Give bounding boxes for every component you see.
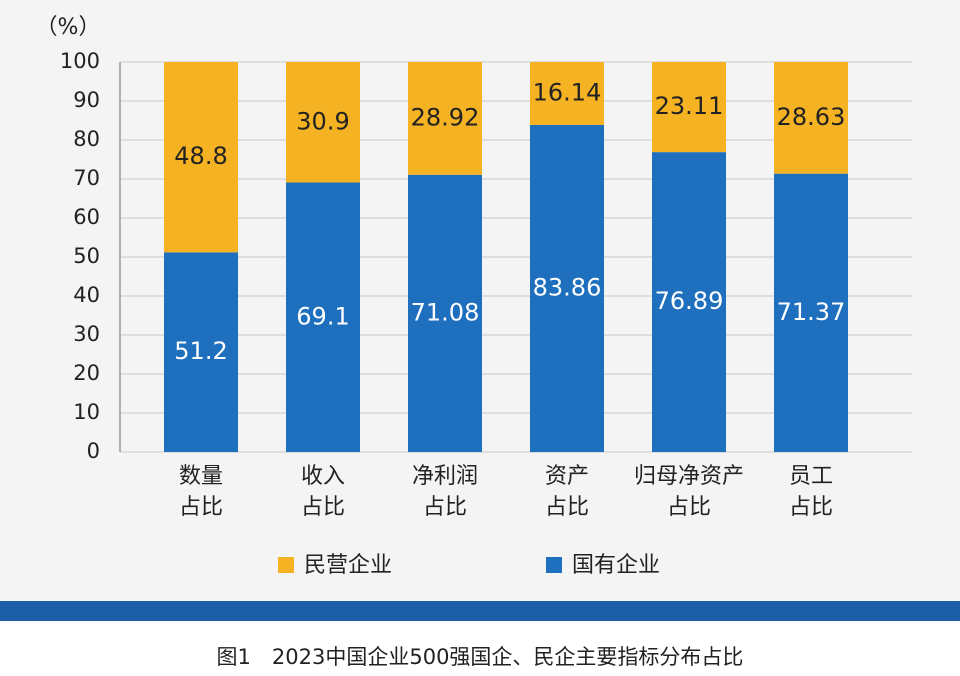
bar-segment: [652, 62, 726, 153]
y-tick-label: 90: [73, 88, 100, 112]
data-label: 71.08: [411, 298, 480, 326]
data-label: 69.1: [296, 302, 349, 330]
y-tick-label: 40: [73, 283, 100, 307]
caption: 图1 2023中国企业500强国企、民企主要指标分布占比: [217, 645, 744, 669]
bar-segment: [774, 173, 848, 453]
bar-segment: [530, 62, 604, 125]
legend-swatch: [278, 557, 294, 573]
y-axis-label: （%）: [36, 15, 101, 40]
y-tick-label: 50: [73, 244, 100, 268]
y-tick-label: 100: [60, 49, 100, 73]
x-tick-label: 净利润 占比: [411, 464, 478, 520]
bar-segment: [774, 62, 848, 174]
band: [0, 601, 960, 621]
y-tick-label: 0: [87, 439, 100, 463]
data-label: 28.63: [777, 103, 846, 131]
bar-segment: [286, 62, 360, 183]
x-tick-label: 数量 占比: [178, 464, 223, 520]
bar-segment: [408, 174, 482, 452]
data-label: 76.89: [655, 287, 724, 315]
y-tick-label: 80: [73, 127, 100, 151]
bar-segment: [164, 62, 238, 253]
x-tick-label: 员工 占比: [788, 464, 833, 520]
data-label: 71.37: [777, 298, 846, 326]
data-label: 30.9: [296, 107, 349, 135]
y-tick-label: 30: [73, 322, 100, 346]
bar-segment: [408, 62, 482, 175]
x-tick-label: 收入 占比: [300, 464, 345, 520]
legend-label: 国有企业: [572, 553, 660, 578]
y-tick-label: 10: [73, 400, 100, 424]
data-label: 23.11: [655, 92, 724, 120]
bar-segment: [652, 152, 726, 452]
data-label: 83.86: [533, 273, 602, 301]
x-tick-label: 资产 占比: [544, 464, 589, 520]
y-tick-label: 20: [73, 361, 100, 385]
data-label: 51.2: [174, 337, 227, 365]
caption-bg: [0, 621, 960, 676]
data-label: 48.8: [174, 142, 227, 170]
bar-segment: [530, 124, 604, 453]
legend-swatch: [546, 557, 562, 573]
legend-label: 民营企业: [304, 553, 392, 578]
y-tick-label: 70: [73, 166, 100, 190]
bar-segment: [164, 252, 238, 452]
data-label: 28.92: [411, 103, 480, 131]
x-tick-label: 归母净资产 占比: [633, 464, 744, 520]
data-label: 16.14: [533, 78, 602, 106]
y-tick-label: 60: [73, 205, 100, 229]
bar-segment: [286, 182, 360, 452]
